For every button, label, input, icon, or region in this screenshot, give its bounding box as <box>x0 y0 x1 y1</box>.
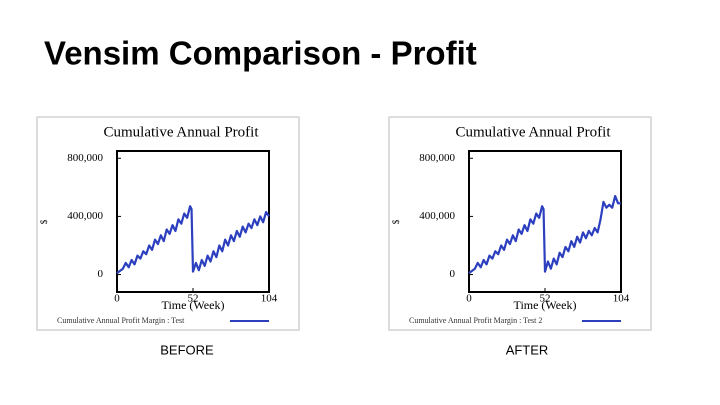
x-tick-label: 52 <box>540 293 551 305</box>
chart: Cumulative Annual Profit $ Time (Week) 0 400… <box>388 116 652 331</box>
x-axis-label: Time (Week) <box>162 298 225 312</box>
caption: BEFORE <box>160 342 214 357</box>
legend-label: Cumulative Annual Profit Margin : Test 2 <box>409 316 542 325</box>
y-tick-label: 400,000 <box>419 210 455 222</box>
y-axis-label: $ <box>39 219 49 224</box>
chart: Cumulative Annual Profit $ Time (Week) 0 400… <box>36 116 300 331</box>
chart-frame <box>388 116 652 331</box>
plot-area <box>116 150 270 293</box>
y-tick-label: 0 <box>98 268 104 280</box>
y-axis-label: $ <box>391 219 401 224</box>
x-tick-label: 52 <box>188 293 199 305</box>
series-line <box>116 205 270 274</box>
x-tick-label: 104 <box>613 293 630 305</box>
legend-label: Cumulative Annual Profit Margin : Test <box>57 316 185 325</box>
chart-title: Cumulative Annual Profit <box>456 124 612 140</box>
y-tick-label: 400,000 <box>67 210 103 222</box>
x-tick-label: 104 <box>261 293 278 305</box>
y-tick-label: 0 <box>450 268 456 280</box>
x-tick-label: 0 <box>466 293 472 305</box>
caption: AFTER <box>506 342 549 357</box>
y-tick-label: 800,000 <box>419 152 455 164</box>
slide-title: Vensim Comparison - Profit <box>44 35 477 72</box>
x-axis-label: Time (Week) <box>514 298 577 312</box>
x-tick-label: 0 <box>114 293 120 305</box>
chart-title: Cumulative Annual Profit <box>104 124 260 140</box>
plot-area <box>468 150 622 293</box>
y-tick-label: 800,000 <box>67 152 103 164</box>
series-line <box>468 194 621 274</box>
